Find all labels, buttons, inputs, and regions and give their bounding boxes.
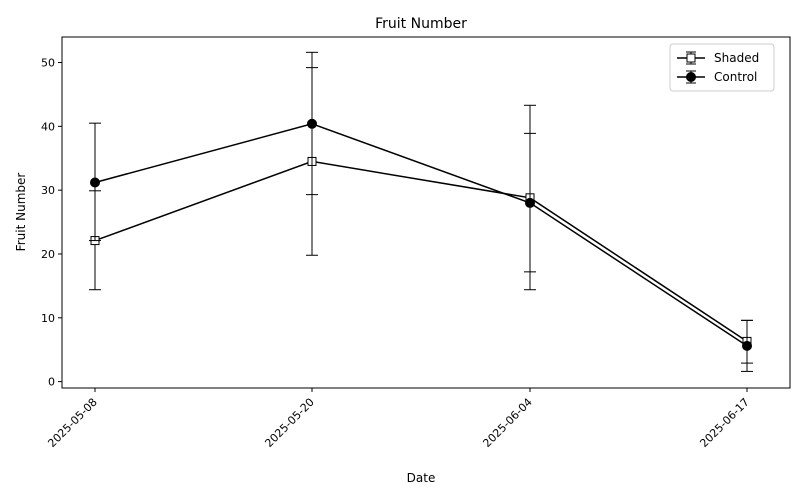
control-point bbox=[90, 177, 100, 188]
chart-title: Fruit Number bbox=[375, 16, 467, 32]
legend-label-shaded: Shaded bbox=[714, 51, 759, 65]
y-tick-label: 20 bbox=[41, 248, 55, 261]
legend-marker-shaded bbox=[686, 53, 696, 63]
series-control bbox=[89, 51, 753, 372]
plot-marks bbox=[89, 51, 753, 372]
y-tick-label: 0 bbox=[48, 376, 55, 389]
shaded-line bbox=[94, 160, 748, 343]
y-tick-label: 40 bbox=[41, 120, 55, 133]
y-tick-label: 50 bbox=[41, 57, 55, 70]
legend-item-control: Control bbox=[677, 70, 757, 84]
control-point bbox=[307, 118, 317, 129]
legend-box bbox=[669, 43, 775, 92]
control-point bbox=[525, 197, 535, 208]
plot-frame bbox=[61, 36, 791, 389]
x-tick-label: 2025-06-17 bbox=[697, 396, 751, 450]
x-tick-label: 2025-05-08 bbox=[45, 396, 99, 450]
legend-item-shaded: Shaded bbox=[677, 51, 759, 65]
y-axis-label: Fruit Number bbox=[14, 173, 28, 252]
y-tick-label: 10 bbox=[41, 312, 55, 325]
legend: Shaded Control bbox=[669, 43, 775, 92]
legend-label-control: Control bbox=[714, 70, 757, 84]
y-tick-label: 30 bbox=[41, 184, 55, 197]
control-point bbox=[742, 340, 752, 351]
control-line bbox=[94, 123, 748, 347]
axes: 0 10 20 30 40 50 2025-05-08 2025-05-20 2025-06-0… bbox=[41, 36, 791, 450]
x-axis-label: Date bbox=[407, 471, 436, 485]
legend-marker-control bbox=[686, 72, 696, 82]
series-shaded bbox=[89, 67, 753, 364]
x-tick-label: 2025-05-20 bbox=[262, 396, 316, 450]
x-tick-label: 2025-06-04 bbox=[480, 396, 534, 450]
